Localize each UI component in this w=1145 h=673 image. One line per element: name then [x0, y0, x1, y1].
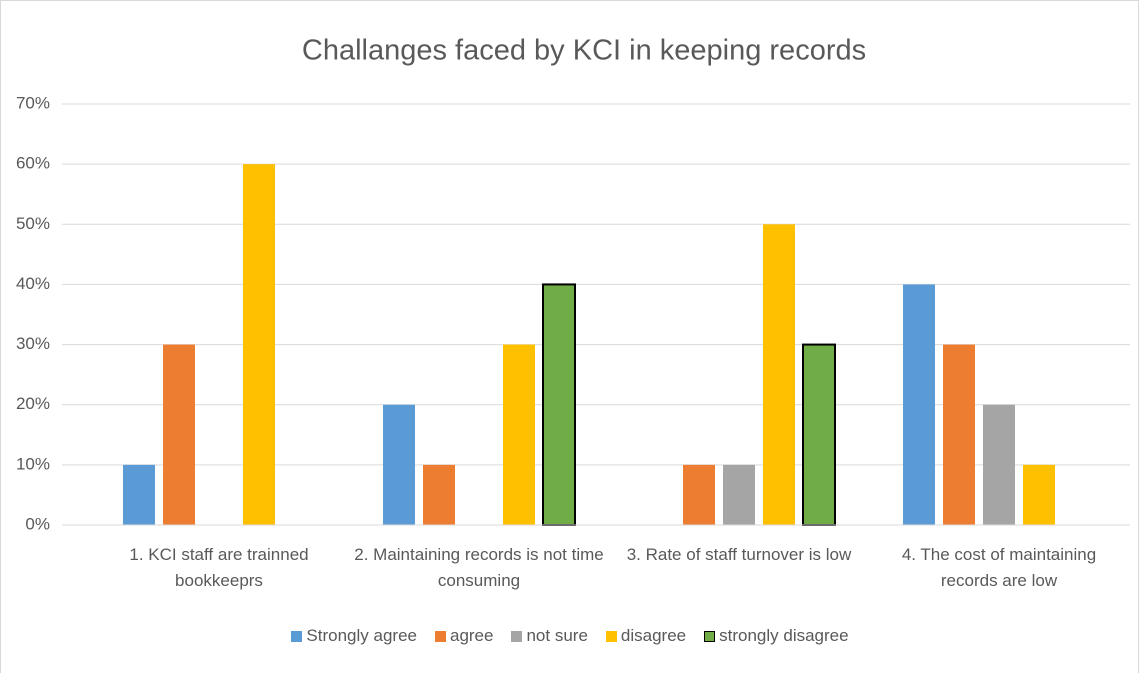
x-tick-label: 2. Maintaining records is not time consu… [354, 545, 604, 590]
legend-swatch [434, 630, 446, 642]
x-tick-label: 3. Rate of staff turnover is low [626, 545, 852, 564]
legend-swatch [605, 630, 617, 642]
legend-label: agree [449, 626, 494, 645]
legend-item: disagree [605, 626, 687, 646]
bar [163, 344, 195, 525]
legend-label: not sure [526, 626, 588, 645]
legend-item: not sure [511, 626, 588, 646]
legend-swatch [704, 630, 716, 642]
bar [683, 464, 715, 525]
legend-label: strongly disagree [719, 626, 849, 645]
bar [983, 404, 1015, 525]
bar [723, 464, 755, 525]
bar [423, 464, 455, 525]
legend-item: agree [434, 626, 494, 646]
bar [243, 164, 275, 525]
bar [943, 344, 975, 525]
legend-item: strongly disagree [704, 626, 849, 646]
y-tick-label: 60% [16, 154, 50, 173]
legend-label: disagree [620, 626, 687, 645]
bar [123, 464, 155, 525]
bar [503, 344, 535, 525]
chart-title: Challanges faced by KCI in keeping recor… [302, 35, 866, 67]
bar [542, 283, 576, 526]
x-tick-label: 4. The cost of maintaining records are l… [901, 545, 1097, 590]
bar [383, 404, 415, 525]
x-tick-label: 1. KCI staff are trainned bookkeeprs [129, 545, 309, 590]
legend-swatch [291, 630, 303, 642]
bar [1023, 464, 1055, 525]
y-tick-label: 40% [16, 274, 50, 293]
y-tick-label: 50% [16, 214, 50, 233]
bar [763, 224, 795, 526]
y-tick-label: 20% [16, 394, 50, 413]
y-tick-label: 0% [25, 514, 50, 533]
legend-item: Strongly agree [291, 626, 417, 646]
legend: Strongly agree agree not sure disagree stron… [0, 626, 1140, 646]
bar [802, 343, 836, 527]
y-tick-label: 70% [16, 93, 50, 112]
y-tick-label: 10% [16, 454, 50, 473]
legend-label: Strongly agree [306, 626, 417, 645]
legend-swatch [511, 630, 523, 642]
y-tick-label: 30% [16, 334, 50, 353]
bar [903, 284, 935, 525]
